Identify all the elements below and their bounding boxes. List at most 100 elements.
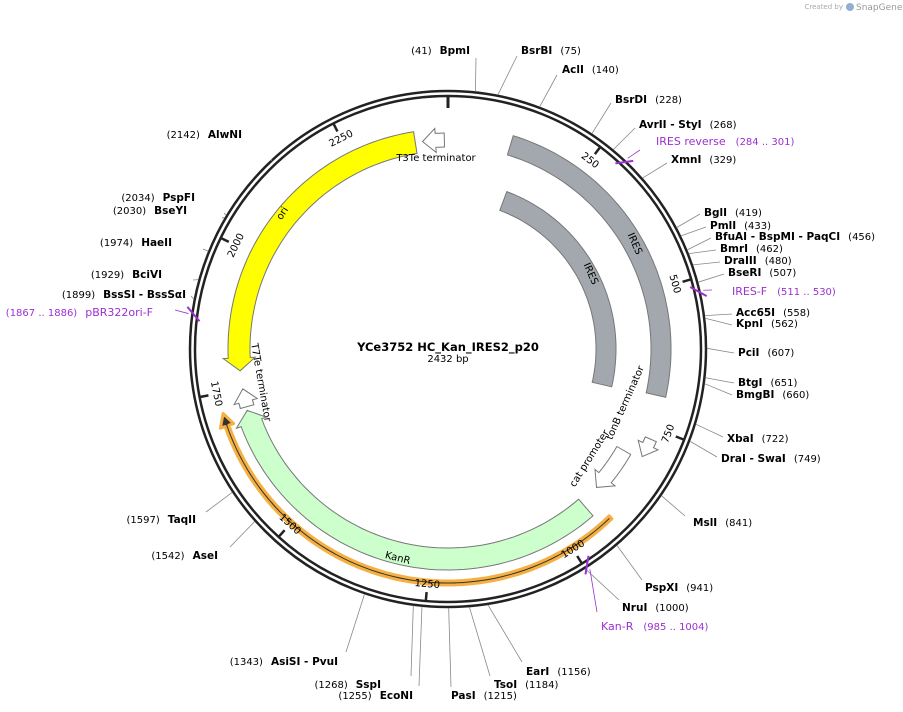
primer-name: Kan-R	[601, 620, 634, 633]
tick-mark	[593, 147, 601, 155]
enzyme-label: NruI (1000)	[622, 602, 689, 614]
enzyme-label: PspXI (941)	[645, 582, 713, 594]
enzyme-label: (1929) BciVI	[91, 269, 162, 281]
enzyme-leader	[591, 102, 612, 134]
enzyme-name: EcoNI	[380, 690, 413, 702]
enzyme-name: KpnI	[736, 318, 763, 330]
tick-label: 2250	[327, 128, 355, 149]
enzyme-name: XmnI	[671, 154, 701, 166]
enzyme-site: (660)	[782, 390, 809, 401]
primer-label: Kan-R (985 .. 1004)	[601, 620, 709, 633]
enzyme-label: DraIII (480)	[724, 255, 792, 267]
enzyme-name: BseYI	[154, 205, 187, 217]
enzyme-label: (1343) AsiSI - PvuI	[230, 656, 338, 668]
backbone-outer	[188, 89, 708, 609]
enzyme-leader	[661, 495, 686, 517]
enzyme-name: AseI	[193, 550, 218, 562]
enzyme-site: (433)	[744, 221, 771, 232]
primer-label: (1867 .. 1886) pBR322ori-F	[6, 306, 153, 319]
enzyme-site: (268)	[710, 120, 737, 131]
enzyme-name: BsrBI	[521, 45, 552, 57]
enzyme-name: MslI	[693, 517, 717, 529]
tick-label: 750	[660, 423, 677, 445]
enzyme-label: (1255) EcoNI	[338, 690, 413, 702]
plasmid-title: YCe3752 HC_Kan_IRES2_p20	[356, 340, 539, 355]
enzyme-name: BciVI	[132, 269, 162, 281]
enzyme-leader	[706, 347, 735, 354]
tick-mark	[221, 237, 230, 243]
enzyme-label: (2034) PspFI	[121, 192, 195, 204]
enzyme-leader	[704, 313, 733, 317]
enzyme-name: TaqII	[168, 514, 196, 526]
enzyme-leader	[190, 295, 195, 300]
enzyme-label: Acc65I (558)	[736, 307, 810, 319]
enzyme-name: BglI	[704, 207, 727, 219]
enzyme-name: NruI	[622, 602, 647, 614]
feature-arrow	[499, 190, 617, 388]
tick-mark	[200, 394, 209, 399]
enzyme-name: Acc65I	[736, 307, 775, 319]
primer-name: IRES reverse	[656, 135, 726, 148]
enzyme-name: BmgBI	[736, 389, 774, 401]
enzyme-site: (1974)	[100, 238, 133, 249]
tick-label: 1750	[208, 380, 224, 407]
logo	[846, 3, 854, 11]
enzyme-leader	[689, 440, 718, 458]
enzyme-leader	[676, 213, 701, 228]
tick-mark	[424, 591, 428, 601]
enzyme-site: (1343)	[230, 657, 263, 668]
primer-label: IRES reverse (284 .. 301)	[656, 135, 794, 148]
enzyme-site: (1268)	[314, 680, 347, 691]
primer-mark	[615, 159, 634, 165]
enzyme-site: (1215)	[484, 691, 517, 702]
enzyme-name: AlwNI	[208, 129, 242, 141]
enzyme-site: (480)	[765, 256, 792, 267]
feature-arrow	[221, 131, 418, 372]
enzyme-label: TsoI (1184)	[494, 679, 558, 691]
enzyme-label: XbaI (722)	[727, 433, 789, 445]
enzyme-leader	[223, 212, 227, 216]
tick-label: 250	[579, 151, 601, 171]
enzyme-leader	[205, 492, 233, 513]
enzyme-leader	[410, 605, 414, 677]
primer-mark	[584, 555, 590, 575]
enzyme-site: (228)	[655, 95, 682, 106]
enzyme-label: BmrI (462)	[720, 243, 783, 255]
enzyme-label: KpnI (562)	[736, 318, 798, 330]
enzyme-site: (562)	[771, 319, 798, 330]
enzyme-label: MslI (841)	[693, 517, 752, 529]
feature-arrow	[235, 409, 594, 571]
enzyme-label: (1542) AseI	[151, 550, 218, 562]
watermark: Created by	[804, 3, 843, 11]
enzyme-leader	[687, 237, 712, 251]
enzyme-site: (1255)	[338, 691, 371, 702]
enzyme-site: (1929)	[91, 270, 124, 281]
enzyme-name: DraI - SwaI	[721, 453, 786, 465]
enzyme-name: AsiSI - PvuI	[271, 656, 338, 668]
enzyme-site: (841)	[725, 518, 752, 529]
brand: SnapGene	[856, 3, 903, 13]
enzyme-leader	[692, 261, 721, 266]
enzyme-label: XmnI (329)	[671, 154, 736, 166]
enzyme-name: BssSI - BssSαI	[103, 289, 186, 301]
enzyme-name: BpmI	[440, 45, 470, 57]
feature-arrow	[506, 135, 672, 398]
tick-label: 2000	[226, 232, 247, 260]
primer-name: IRES-F	[732, 285, 767, 298]
tick-label: 1000	[560, 538, 587, 561]
enzyme-label: (1974) HaeII	[100, 237, 172, 249]
enzyme-label: BmgBI (660)	[736, 389, 809, 401]
enzyme-site: (1597)	[127, 515, 160, 526]
enzyme-name: SspI	[356, 679, 381, 691]
enzyme-label: PciI (607)	[738, 347, 794, 359]
enzyme-name: XbaI	[727, 433, 754, 445]
enzyme-name: BseRI	[728, 267, 761, 279]
enzyme-site: (941)	[686, 583, 713, 594]
enzyme-name: PspXI	[645, 582, 678, 594]
primer-range: (1867 .. 1886)	[6, 308, 78, 319]
selected-region	[218, 412, 614, 587]
primer-leader	[589, 569, 598, 613]
enzyme-name: AclI	[562, 64, 584, 76]
enzyme-label: (1268) SspI	[314, 679, 381, 691]
